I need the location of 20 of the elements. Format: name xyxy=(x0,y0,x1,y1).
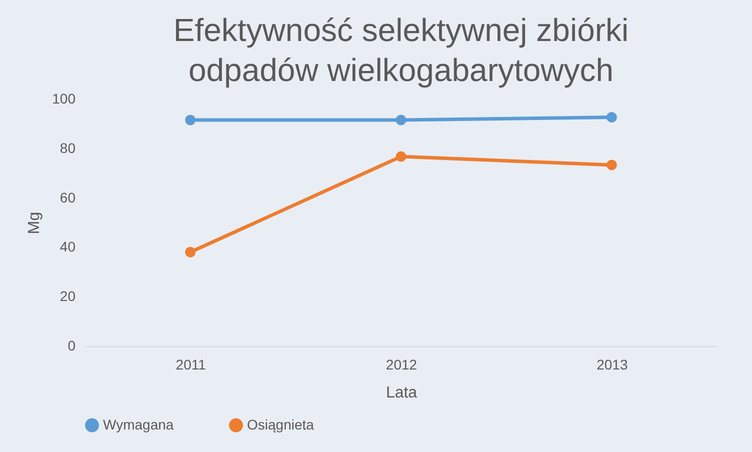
y-tick-label: 40 xyxy=(60,238,76,255)
y-tick-label: 80 xyxy=(60,140,76,156)
point xyxy=(606,160,617,170)
point xyxy=(396,151,406,162)
y-tick-label: 100 xyxy=(52,90,76,106)
x-tick-label: 2011 xyxy=(176,356,206,372)
y-tick-label: 60 xyxy=(60,189,76,206)
point xyxy=(185,114,196,126)
point xyxy=(185,246,196,258)
x-tick-label: 2012 xyxy=(386,356,418,372)
y-tick-label: 0 xyxy=(68,338,76,354)
x-axis-title: Lata xyxy=(386,384,418,402)
legend-label: Osiągnieta xyxy=(247,416,314,432)
legend-label: Wymagana xyxy=(103,416,174,432)
point xyxy=(606,112,617,123)
y-axis-title: Mg xyxy=(26,212,44,234)
point xyxy=(396,114,406,126)
y-tick-label: 20 xyxy=(60,288,76,304)
x-tick-label: 2013 xyxy=(596,356,628,372)
chart-title: Efektywność selektywnej zbiórki odpadów wielkogabarytowych xyxy=(173,12,629,88)
